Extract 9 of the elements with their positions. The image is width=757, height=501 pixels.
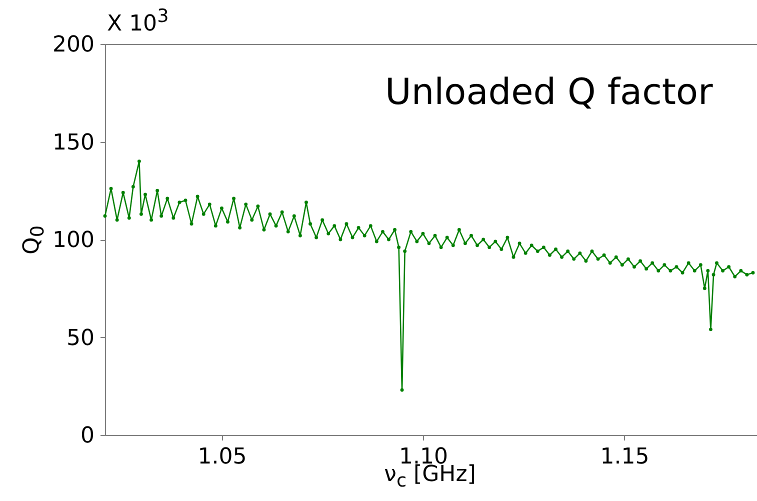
y-tick-label: 50 <box>66 326 94 351</box>
x-tick-label: 1.05 <box>198 444 247 470</box>
y-tick-label: 0 <box>80 424 94 448</box>
y-tick-label: 150 <box>52 130 94 156</box>
text: X 10$^{3}$ <box>107 6 169 36</box>
annotation: Unloaded Q factor <box>385 72 713 113</box>
x-tick-label: 1.15 <box>600 444 650 470</box>
y-tick-label: 200 <box>52 32 94 58</box>
y-tick-label: 100 <box>52 228 94 253</box>
